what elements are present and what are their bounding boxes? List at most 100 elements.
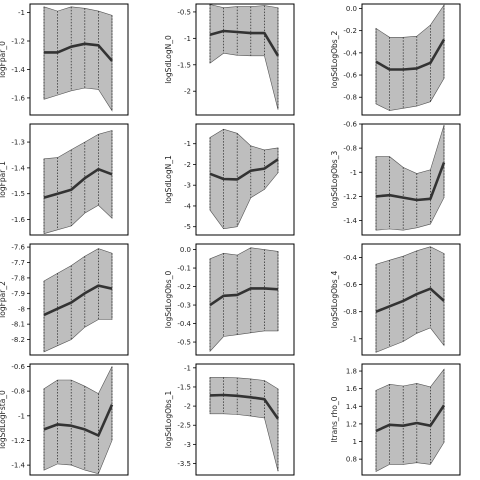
y-axis-label: logSdLogObs_2 <box>330 31 339 89</box>
y-tick-label: -0.8 <box>343 94 357 102</box>
y-axis-label: logFpar_2 <box>0 281 7 318</box>
y-tick-label: -1.2 <box>11 38 25 46</box>
y-axis-label: logSdLogN_1 <box>164 155 173 204</box>
mean-line <box>375 404 446 433</box>
y-tick-label: -1.4 <box>11 462 25 470</box>
y-tick-label: -0.1 <box>177 265 191 273</box>
y-tick-label: -1.4 <box>343 217 357 225</box>
y-axis-label: logSdLogObs_4 <box>330 271 339 329</box>
y-tick-label: -2.5 <box>177 422 191 430</box>
y-tick-label: -8.2 <box>11 336 25 344</box>
y-tick-label: -7.9 <box>11 290 25 298</box>
y-tick-label: -0.4 <box>177 320 191 328</box>
panel-ltrans_rho_0: 0.8 1 1.2 1.4 1.6 1.8 ltrans_rho_0 <box>330 363 461 476</box>
confidence-band <box>43 366 113 475</box>
y-tick-label: -4 <box>184 202 192 210</box>
y-tick-label: -1 <box>18 9 25 17</box>
panel-frame <box>29 363 129 476</box>
panel-frame <box>361 123 461 236</box>
panel-frame <box>29 123 129 236</box>
y-tick-label: -0.6 <box>11 363 25 371</box>
y-tick-label: -1.6 <box>11 94 25 102</box>
confidence-band <box>209 377 279 472</box>
y-tick-label: -0.6 <box>343 121 357 129</box>
confidence-band <box>43 130 113 235</box>
y-tick-label: -0.5 <box>177 8 191 16</box>
y-tick-label: -1.4 <box>11 66 25 74</box>
panel-logFpar_0: -1.6 -1.4 -1.2 -1 logFpar_0 <box>0 3 129 116</box>
y-tick-label: -2 <box>184 88 191 96</box>
panel-logSdLogObs_3: -1.4 -1.2 -1 -0.8 -0.6 logSdLogObs_3 <box>330 121 461 236</box>
y-axis-label: logFpar_1 <box>0 161 7 198</box>
y-axis-label: logSdLogObs_3 <box>330 151 339 209</box>
confidence-band <box>375 246 445 353</box>
y-tick-label: -0.8 <box>11 388 25 396</box>
panel-logSdLogObs_2: -0.8 -0.6 -0.4 -0.2 0.0 logSdLogObs_2 <box>330 3 461 116</box>
y-tick-label: 1.6 <box>346 385 358 393</box>
y-tick-label: -1.5 <box>11 190 25 198</box>
y-tick-label: -1 <box>18 412 25 420</box>
y-tick-label: -0.6 <box>343 72 357 80</box>
y-tick-label: 1.8 <box>346 368 357 376</box>
mean-line <box>43 404 114 437</box>
y-tick-label: -1.4 <box>11 164 25 172</box>
mean-line <box>375 38 446 71</box>
panel-logSdLogN_0: -2 -1.5 -1 -0.5 logSdLogN_0 <box>164 3 295 116</box>
y-tick-label: -0.3 <box>177 302 191 310</box>
mean-line <box>44 42 113 62</box>
y-tick-label: -8 <box>18 305 25 313</box>
mean-line <box>43 284 113 317</box>
mean-line <box>375 162 446 202</box>
y-tick-label: 1 <box>353 438 357 446</box>
panel-frame <box>361 3 461 116</box>
y-tick-label: -5 <box>184 223 191 231</box>
y-tick-label: 1.2 <box>346 420 357 428</box>
y-tick-label: -1.5 <box>177 61 191 69</box>
confidence-band <box>209 128 279 230</box>
y-tick-label: -3 <box>184 182 191 190</box>
mean-line <box>209 29 280 57</box>
y-tick-label: -1.5 <box>177 383 191 391</box>
panel-frame <box>29 3 129 116</box>
y-tick-label: -0.8 <box>343 145 357 153</box>
y-tick-label: -8.1 <box>11 321 25 329</box>
y-tick-label: -1 <box>350 335 357 343</box>
y-tick-label: -0.2 <box>343 27 357 35</box>
y-tick-label: 0.8 <box>346 456 357 464</box>
y-tick-label: -0.5 <box>177 339 191 347</box>
panel-frame <box>195 3 295 116</box>
y-tick-label: -1 <box>184 35 191 43</box>
panel-frame <box>195 243 295 356</box>
y-tick-label: -1.6 <box>11 216 25 224</box>
y-axis-label: ltrans_rho_0 <box>330 396 339 442</box>
y-axis-label: logSdLogObs_0 <box>164 271 173 329</box>
panel-frame <box>195 363 295 476</box>
panel-logFpar_1: -1.6 -1.5 -1.4 -1.3 logFpar_1 <box>0 123 129 236</box>
y-axis-label: logFpar_0 <box>0 41 7 78</box>
y-tick-label: -0.4 <box>343 254 357 262</box>
y-tick-label: -0.6 <box>343 281 357 289</box>
confidence-band <box>209 4 279 110</box>
panel-frame <box>195 123 295 236</box>
y-axis-label: logSdLogFsta_0 <box>0 390 7 449</box>
y-tick-label: -7.6 <box>11 244 25 252</box>
panel-frame <box>361 363 461 476</box>
y-tick-label: -0.4 <box>343 49 357 57</box>
y-tick-label: -1.3 <box>11 139 25 147</box>
panel-logFpar_2: -8.2 -8.1 -8 -7.9 -7.8 -7.7 -7.6 logFpar_2 <box>0 243 129 356</box>
panel-frame <box>29 243 129 356</box>
panel-logSdLogObs_1: -3.5 -3 -2.5 -2 -1.5 -1 logSdLogObs_1 <box>164 363 295 476</box>
mean-line <box>209 393 280 420</box>
y-tick-label: -1 <box>184 364 191 372</box>
y-tick-label: -2 <box>184 161 191 169</box>
mean-line <box>209 287 279 307</box>
confidence-band <box>43 248 113 353</box>
panel-logSdLogFsta_0: -1.4 -1.2 -1 -0.8 -0.6 logSdLogFsta_0 <box>0 363 129 476</box>
y-tick-label: -1.2 <box>11 437 25 445</box>
panel-logSdLogObs_0: -0.5 -0.4 -0.3 -0.2 -0.1 0.0 logSdLogObs_0 <box>164 243 295 356</box>
confidence-band <box>375 125 445 231</box>
panel-frame <box>361 243 461 356</box>
y-tick-label: 1.4 <box>346 403 358 411</box>
y-tick-label: 0.0 <box>346 5 357 13</box>
